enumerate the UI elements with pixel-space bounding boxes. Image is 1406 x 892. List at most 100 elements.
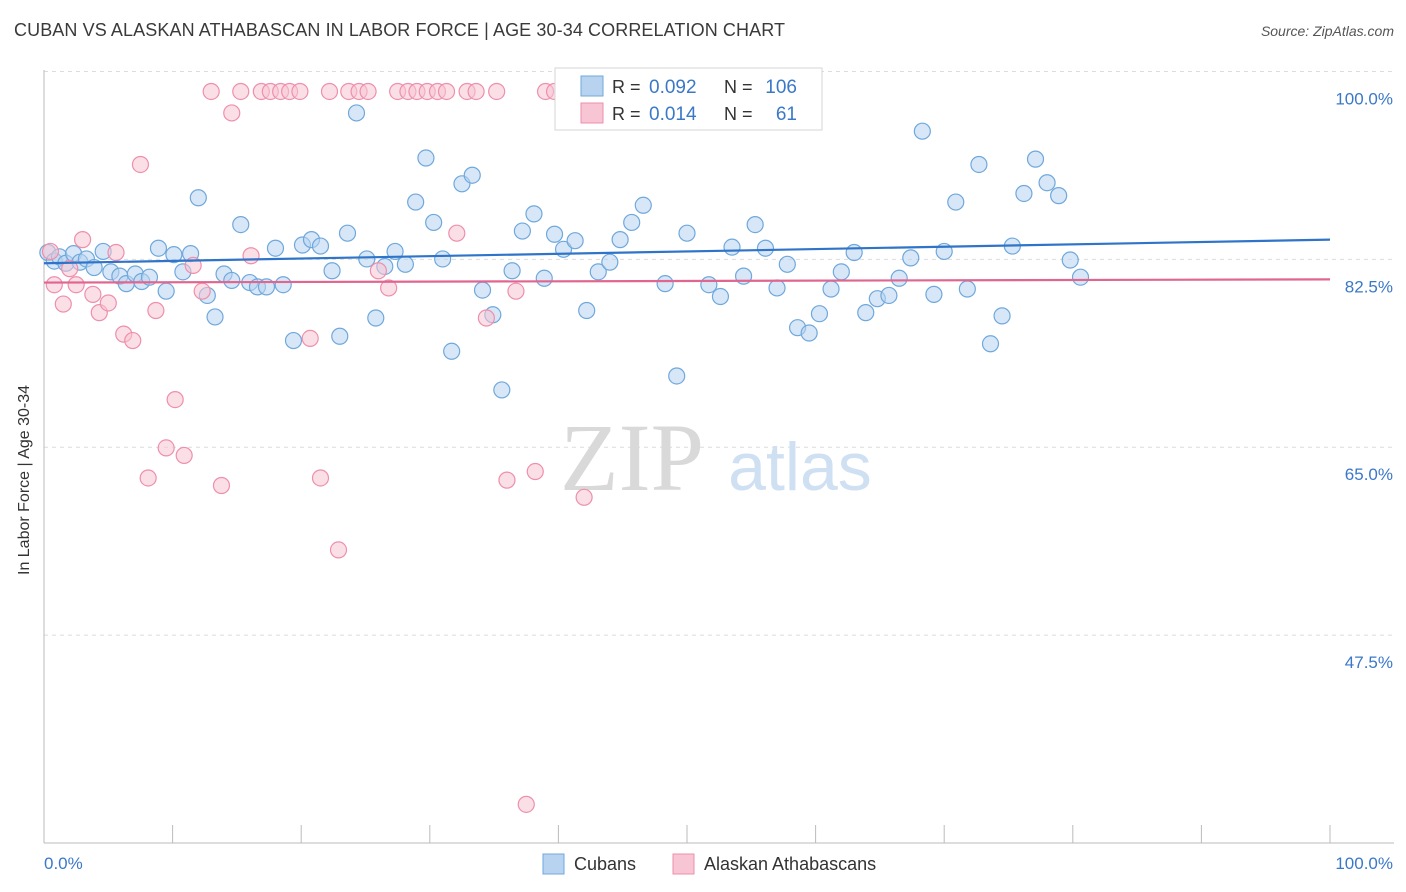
data-points — [39, 82, 1090, 813]
cubans-point — [778, 255, 796, 273]
cubans-point — [266, 239, 285, 257]
cubans-point — [443, 342, 461, 360]
n-value: 106 — [765, 77, 797, 98]
cubans-point — [274, 276, 292, 294]
x-tick-labels: 0.0% 100.0% — [44, 854, 1393, 873]
cubans-point — [958, 280, 976, 298]
cubans-point — [832, 263, 850, 281]
athabascan-point — [61, 260, 79, 278]
cubans-point — [493, 381, 511, 399]
athabascan-point — [329, 541, 348, 559]
cubans-point — [634, 196, 652, 214]
legend-item-athabascans[interactable]: Alaskan Athabascans — [672, 853, 876, 875]
cubans-point — [768, 279, 786, 297]
athabascan-point — [131, 155, 150, 174]
cubans-point — [970, 155, 988, 174]
cubans-point — [947, 193, 965, 211]
watermark: ZIP atlas — [560, 404, 872, 511]
cubans-point — [513, 222, 531, 240]
cubans-point — [1061, 251, 1079, 269]
athabascan-point — [166, 390, 184, 409]
cubans-point — [1050, 187, 1068, 205]
athabascan-point — [369, 262, 387, 280]
cubans-point — [1071, 268, 1090, 286]
athabascan-point — [477, 309, 495, 327]
athabascan-point — [84, 285, 102, 303]
cubans-point — [165, 246, 183, 264]
r-label: R = — [612, 77, 641, 97]
cubans-point — [845, 243, 863, 262]
cubans-point — [323, 262, 341, 280]
cubans-point — [589, 263, 607, 281]
cubans-point — [623, 213, 641, 232]
athabascan-point — [202, 82, 220, 101]
cubans-point — [407, 193, 425, 211]
cubans-point — [902, 249, 920, 267]
cubans-point — [800, 324, 818, 342]
athabascan-point — [73, 231, 92, 249]
athabascan-point — [380, 279, 398, 297]
athabascan-point — [575, 488, 593, 506]
athabascan-point — [517, 795, 535, 813]
cubans-point — [284, 331, 303, 350]
chart-source: Source: ZipAtlas.com — [1260, 23, 1394, 39]
athabascan-point — [107, 243, 125, 262]
cubans-point — [223, 271, 241, 290]
y-tick-label: 65.0% — [1345, 465, 1393, 484]
cubans-point — [723, 238, 741, 256]
cubans-point — [810, 305, 829, 323]
cubans-point — [711, 287, 730, 306]
cubans-point — [206, 308, 224, 326]
cubans-point — [656, 275, 674, 293]
cubans-point — [601, 253, 619, 271]
cubans-point — [358, 250, 376, 268]
cubans-point — [503, 262, 521, 280]
cubans-point — [1038, 174, 1056, 192]
cubans-point — [668, 367, 686, 385]
athabascan-point — [507, 282, 525, 300]
cubans-point — [425, 213, 443, 232]
gridlines — [44, 70, 1394, 636]
y-tick-label: 47.5% — [1345, 653, 1393, 672]
cubans-swatch — [580, 75, 604, 97]
r-value: 0.014 — [649, 104, 697, 125]
chart-title: CUBAN VS ALASKAN ATHABASCAN IN LABOR FOR… — [14, 20, 786, 40]
athabascan-point — [99, 294, 117, 312]
athabascan-point — [41, 242, 60, 261]
athabascan-point — [437, 82, 456, 101]
athabascan-point — [67, 276, 85, 294]
athabascan-point — [291, 82, 309, 101]
athabascan-point — [301, 329, 319, 348]
r-label: R = — [612, 104, 641, 124]
athabascan-point — [320, 82, 339, 101]
legend-swatch-athabascans — [672, 853, 695, 875]
athabascan-point — [124, 331, 142, 350]
cubans-point — [545, 225, 564, 243]
athabascan-point — [498, 471, 516, 489]
cubans-point — [756, 239, 775, 257]
athabascan-swatch — [580, 102, 604, 124]
cubans-trend-line — [43, 238, 1331, 265]
n-value: 61 — [776, 104, 797, 125]
cubans-point — [232, 216, 250, 234]
athabascan-point — [232, 82, 250, 101]
cubans-point — [396, 255, 414, 273]
stats-legend: R = 0.092 N = 106 R = 0.014 N = 61 — [554, 67, 823, 131]
athabascan-point — [157, 439, 175, 457]
cubans-point — [925, 285, 943, 303]
athabascan-point — [359, 82, 377, 101]
cubans-point — [463, 166, 481, 184]
y-tick-label: 82.5% — [1345, 277, 1393, 296]
athabascan-point — [212, 476, 231, 495]
cubans-point — [473, 281, 492, 299]
x-tick-label: 100.0% — [1335, 854, 1393, 873]
cubans-point — [880, 286, 898, 305]
athabascan-point — [139, 469, 157, 487]
bottom-legend[interactable]: Cubans Alaskan Athabascans — [542, 853, 876, 875]
legend-item-cubans[interactable]: Cubans — [542, 853, 636, 875]
cubans-point — [611, 231, 629, 249]
axes — [43, 70, 1394, 844]
y-tick-labels: 47.5% 65.0% 82.5% 100.0% — [1335, 89, 1393, 672]
athabascan-point — [242, 247, 260, 265]
